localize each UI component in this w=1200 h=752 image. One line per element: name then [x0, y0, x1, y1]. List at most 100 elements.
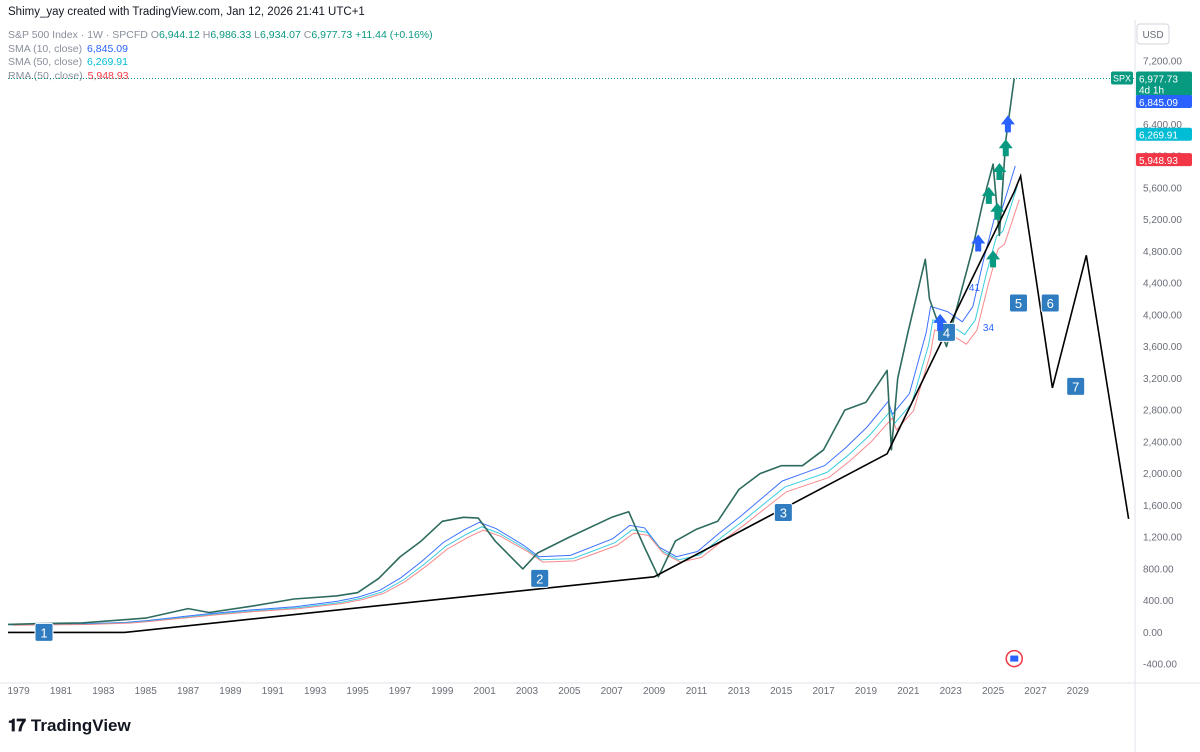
time-tick-label: 1991	[262, 686, 285, 697]
time-tick-label: 1985	[135, 686, 158, 697]
time-tick-label: 2021	[897, 686, 920, 697]
time-tick-label: 1983	[92, 686, 115, 697]
signal-arrow-icon	[1000, 115, 1015, 133]
time-tick-label: 2007	[601, 686, 624, 697]
ohlc-low-label: L	[254, 29, 260, 41]
legend-indicator-sma10[interactable]: SMA (10, close) 6,845.09	[8, 43, 433, 57]
economic-event-flag	[1010, 655, 1019, 662]
time-tick-label: 1999	[431, 686, 454, 697]
rma50-tag-bg	[1136, 153, 1192, 167]
moving-average-line	[11, 184, 1019, 626]
ohlc-high-value: 6,986.33	[210, 29, 252, 41]
price-tick-label: 800.00	[1143, 564, 1174, 575]
spx-tag-text: SPX	[1113, 74, 1131, 84]
chart-legend: S&P 500 Index · 1W · SPCFD O6,944.12 H6,…	[8, 29, 433, 83]
time-tick-label: 2019	[855, 686, 878, 697]
wave-label-2: 2	[530, 568, 550, 588]
wave-label-box	[1040, 293, 1060, 313]
sma10-tag: 6,845.09	[1136, 95, 1192, 109]
ohlc-close-label: C	[303, 29, 312, 41]
indicator-value: 5,948.93	[87, 69, 129, 82]
time-tick-label: 1995	[346, 686, 369, 697]
time-tick-label: 1993	[304, 686, 327, 697]
signal-arrow-icon	[971, 234, 986, 252]
price-tick-label: 5,600.00	[1143, 183, 1182, 194]
time-tick-label: 2029	[1067, 686, 1090, 697]
wave-label-box	[530, 568, 550, 588]
sma10-tag-text: 6,845.09	[1139, 98, 1178, 109]
signal-arrow-icon	[998, 139, 1013, 157]
time-tick-label: 1987	[177, 686, 200, 697]
price-tick-label: 6,400.00	[1143, 120, 1182, 131]
time-tick-label: 2015	[770, 686, 793, 697]
price-tick-label: 1,600.00	[1143, 501, 1182, 512]
moving-average-line	[9, 165, 1016, 626]
wave-label-box	[773, 503, 793, 523]
signal-count-label: 41	[969, 283, 981, 294]
signal-arrow-icon	[981, 186, 996, 204]
time-tick-label: 2017	[812, 686, 835, 697]
last-price-tag-text: 4d 1h	[1139, 86, 1164, 97]
time-tick-label: 1997	[389, 686, 412, 697]
time-tick-label: 2009	[643, 686, 666, 697]
price-tick-label: 2,800.00	[1143, 406, 1182, 417]
time-tick-label: 2011	[686, 686, 708, 697]
sma50-tag-bg	[1136, 127, 1192, 141]
price-tick-label: 4,000.00	[1143, 310, 1182, 321]
price-tick-label: 1,200.00	[1143, 533, 1182, 544]
wave-label-box	[34, 622, 54, 642]
signal-arrow-icon	[990, 202, 1005, 220]
signal-count-label: 34	[983, 323, 995, 334]
ohlc-change-value: +11.44 (+0.16%)	[355, 29, 433, 41]
chart-author-line: Shimy_yay created with TradingView.com, …	[8, 6, 365, 18]
price-tick-label: 4,400.00	[1143, 279, 1182, 290]
legend-indicator-sma50[interactable]: SMA (50, close) 6,269.91	[8, 56, 433, 70]
time-tick-label: 2003	[516, 686, 539, 697]
wave-label-text: 4	[943, 325, 950, 340]
ohlc-low-value: 6,934.07	[259, 29, 301, 41]
sma10-tag-bg	[1136, 95, 1192, 109]
moving-average-line	[13, 199, 1020, 626]
price-tick-label: 7,200.00	[1143, 56, 1182, 67]
time-tick-label: 2023	[940, 686, 963, 697]
spx-tag-bg	[1111, 71, 1133, 85]
price-tick-label: 3,600.00	[1143, 342, 1182, 353]
price-tick-label: 2,000.00	[1143, 469, 1182, 480]
time-tick-label: 1989	[219, 686, 242, 697]
wave-label-7: 7	[1066, 376, 1086, 396]
wave-label-box	[1008, 293, 1028, 313]
time-tick-label: 2013	[728, 686, 751, 697]
rma50-tag: 5,948.93	[1136, 153, 1192, 167]
last-price-tag-text: 6,977.73	[1139, 75, 1178, 86]
signal-arrow-icon	[933, 313, 948, 331]
time-tick-label: 2001	[474, 686, 497, 697]
time-tick-label: 2025	[982, 686, 1005, 697]
legend-symbol-row[interactable]: S&P 500 Index · 1W · SPCFD O6,944.12 H6,…	[8, 29, 433, 43]
wave-label-5: 5	[1008, 293, 1028, 313]
price-tick-label: 4,800.00	[1143, 247, 1182, 258]
wave-label-text: 6	[1047, 296, 1054, 311]
signal-arrow-icon	[986, 250, 1001, 268]
price-series-line	[7, 78, 1015, 626]
wave-label-text: 3	[780, 506, 787, 521]
tradingview-logo-icon: 𝟏𝟕	[8, 716, 26, 735]
wave-label-text: 5	[1015, 296, 1022, 311]
time-tick-label: 1981	[50, 686, 73, 697]
indicator-value: 6,845.09	[87, 42, 128, 55]
indicator-label: SMA (10, close)	[8, 42, 83, 55]
price-tick-label: 5,200.00	[1143, 215, 1182, 226]
price-tick-label: 0.00	[1143, 628, 1163, 639]
price-tick-label: -400.00	[1143, 660, 1177, 671]
time-tick-label: 1979	[7, 686, 30, 697]
time-tick-label: 2027	[1024, 686, 1047, 697]
wave-label-text: 2	[536, 571, 543, 586]
symbol-label: S&P 500 Index · 1W · SPCFD	[8, 29, 148, 41]
signal-arrow-icon	[992, 163, 1007, 180]
ohlc-open-value: 6,944.12	[158, 29, 200, 41]
indicator-value: 6,269.91	[87, 56, 128, 68]
sma50-tag-text: 6,269.91	[1139, 131, 1178, 142]
wave-label-text: 7	[1072, 379, 1079, 394]
price-tick-label: 3,200.00	[1143, 374, 1182, 385]
time-tick-label: 2005	[558, 686, 581, 697]
